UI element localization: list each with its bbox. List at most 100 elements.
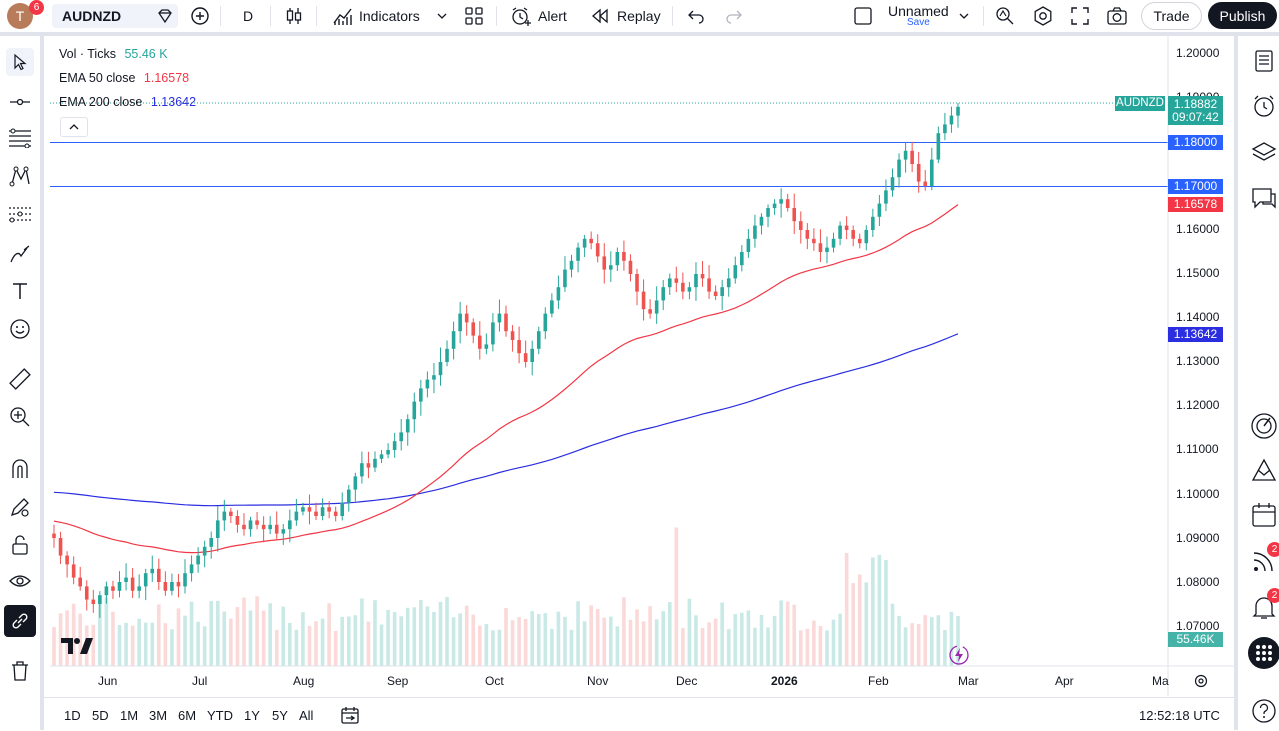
volume-bar	[536, 614, 541, 666]
candle-body	[871, 216, 875, 230]
candle-body	[320, 507, 325, 516]
link-icon[interactable]	[4, 605, 36, 637]
emoji-tool-icon[interactable]	[6, 315, 34, 343]
collapse-legend-button[interactable]	[60, 117, 88, 137]
undo-icon[interactable]	[687, 4, 705, 28]
quick-search-icon[interactable]	[994, 4, 1016, 28]
hline1-price-tag: 1.18000	[1168, 135, 1223, 150]
magnet-icon[interactable]	[6, 455, 34, 483]
volume-bar	[405, 607, 410, 666]
candle-body	[268, 524, 272, 530]
cursor-tool-icon[interactable]	[6, 48, 34, 76]
time-tick-label: Aug	[293, 674, 315, 688]
news-feed-icon[interactable]	[1249, 546, 1279, 576]
technicals-icon[interactable]	[1249, 411, 1279, 441]
templates-icon[interactable]	[464, 4, 484, 28]
text-tool-icon[interactable]	[6, 277, 34, 305]
volume-bar	[235, 606, 240, 666]
volume-bar	[366, 621, 371, 666]
interval-button[interactable]: D	[243, 8, 254, 24]
layout-checkbox-icon[interactable]	[853, 4, 873, 28]
help-icon[interactable]	[1249, 696, 1279, 726]
volume-bar	[569, 629, 574, 666]
volume-bar	[681, 627, 685, 666]
range-button-1m[interactable]: 1M	[120, 708, 139, 723]
calendar-icon[interactable]	[1249, 500, 1279, 530]
trade-button[interactable]: Trade	[1141, 2, 1202, 30]
layout-name-button[interactable]: Unnamed Save	[885, 2, 951, 30]
candle-body	[392, 441, 397, 450]
candle-body	[373, 458, 377, 468]
date-range-icon[interactable]	[340, 705, 360, 728]
stay-in-drawing-icon[interactable]	[6, 493, 34, 521]
fib-tool-icon[interactable]	[6, 124, 34, 152]
volume-bar	[844, 552, 849, 666]
candle-style-icon[interactable]	[284, 4, 304, 28]
tradingview-logo[interactable]	[61, 637, 93, 658]
add-symbol-icon[interactable]	[190, 4, 210, 28]
replay-button[interactable]: Replay	[591, 4, 661, 28]
utc-clock[interactable]: 12:52:18 UTC	[1139, 708, 1220, 723]
volume-bar	[851, 583, 855, 666]
lightning-icon[interactable]	[948, 644, 970, 669]
range-button-ytd[interactable]: YTD	[207, 708, 233, 723]
range-button-6m[interactable]: 6M	[178, 708, 197, 723]
volume-bar	[589, 605, 593, 666]
symbol-search[interactable]: AUDNZD	[52, 4, 178, 28]
watchlist-icon[interactable]	[1249, 46, 1279, 76]
candle-body	[517, 340, 521, 354]
volume-legend[interactable]: Vol · Ticks 55.46 K	[59, 47, 168, 61]
range-button-1d[interactable]: 1D	[64, 708, 81, 723]
redo-icon[interactable]	[725, 4, 743, 28]
candle-body	[52, 533, 56, 538]
candle-body	[523, 353, 528, 362]
candle-body	[929, 159, 934, 186]
range-button-3m[interactable]: 3M	[149, 708, 168, 723]
zoom-in-icon[interactable]	[6, 403, 34, 431]
snapshot-camera-icon[interactable]	[1106, 4, 1128, 28]
range-button-5d[interactable]: 5D	[92, 708, 109, 723]
forecast-tool-icon[interactable]	[6, 200, 34, 228]
candle-body	[818, 243, 823, 252]
range-button-5y[interactable]: 5Y	[272, 708, 288, 723]
candle-body	[91, 599, 96, 604]
candle-body	[477, 335, 482, 349]
ema200-line[interactable]	[53, 333, 959, 507]
trend-line-tool-icon[interactable]	[6, 88, 34, 116]
ema50-legend[interactable]: EMA 50 close 1.16578	[59, 71, 189, 85]
candle-body	[143, 573, 148, 587]
candle-body	[864, 230, 869, 244]
indicators-dropdown-icon[interactable]	[436, 4, 448, 28]
fullscreen-icon[interactable]	[1070, 4, 1090, 28]
ideas-icon[interactable]	[1249, 456, 1279, 486]
avatar-letter: T	[15, 8, 25, 24]
alerts-clock-icon[interactable]	[1249, 91, 1279, 121]
ema200-legend[interactable]: EMA 200 close 1.13642	[59, 95, 196, 109]
candle-body	[445, 348, 449, 362]
drawing-toolbar	[0, 36, 44, 730]
indicators-button[interactable]: Indicators	[332, 4, 420, 28]
ruler-tool-icon[interactable]	[6, 365, 34, 393]
lock-icon[interactable]	[6, 531, 34, 559]
brush-tool-icon[interactable]	[6, 240, 34, 268]
volume-bar	[884, 560, 888, 666]
symbol-type-icon[interactable]	[156, 7, 174, 28]
settings-icon[interactable]	[1032, 4, 1054, 28]
eye-icon[interactable]	[6, 567, 34, 595]
object-tree-icon[interactable]	[1249, 138, 1279, 168]
avatar[interactable]: T	[7, 3, 33, 29]
range-button-all[interactable]: All	[299, 708, 314, 723]
publish-button[interactable]: Publish	[1208, 2, 1277, 29]
range-button-1y[interactable]: 1Y	[244, 708, 260, 723]
volume-bar	[471, 614, 476, 666]
volume-bar	[98, 597, 102, 666]
alert-button[interactable]: Alert	[510, 4, 567, 28]
apps-grid-icon[interactable]	[1248, 637, 1279, 669]
chats-icon[interactable]	[1249, 184, 1279, 214]
time-axis-settings-icon[interactable]	[1193, 673, 1209, 692]
trash-icon[interactable]	[6, 657, 34, 685]
price-tick-label: 1.16000	[1176, 222, 1220, 236]
price-chart[interactable]	[44, 36, 1234, 696]
pattern-tool-icon[interactable]	[6, 162, 34, 190]
layout-dropdown-icon[interactable]	[958, 4, 970, 28]
